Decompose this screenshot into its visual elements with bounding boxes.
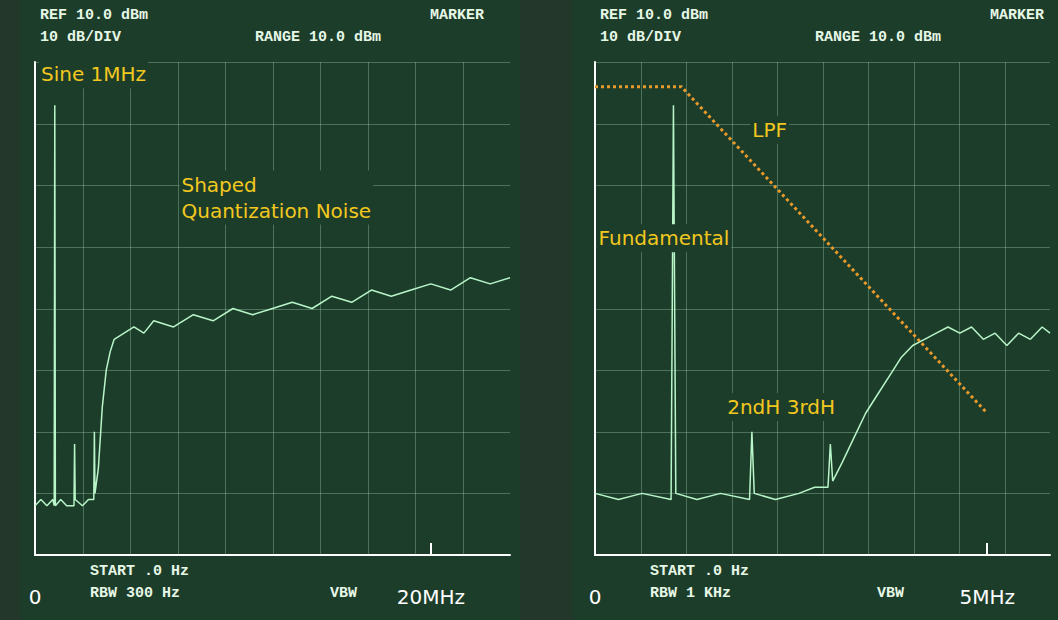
svg-text:RANGE 10.0 dBm: RANGE 10.0 dBm <box>255 29 381 46</box>
svg-text:RANGE 10.0 dBm: RANGE 10.0 dBm <box>815 29 941 46</box>
svg-text:START .0 Hz: START .0 Hz <box>650 563 749 580</box>
svg-text:VBW: VBW <box>877 585 904 602</box>
svg-text:5MHz: 5MHz <box>959 585 1015 609</box>
svg-text:0: 0 <box>589 585 602 609</box>
svg-text:0: 0 <box>29 585 42 609</box>
svg-text:10 dB/DIV: 10 dB/DIV <box>40 29 121 46</box>
svg-text:MARKER: MARKER <box>430 7 484 24</box>
svg-text:Quantization Noise: Quantization Noise <box>181 199 371 223</box>
svg-text:10 dB/DIV: 10 dB/DIV <box>600 29 681 46</box>
svg-text:REF 10.0 dBm: REF 10.0 dBm <box>40 7 148 24</box>
svg-text:RBW 1 KHz: RBW 1 KHz <box>650 585 731 602</box>
svg-text:REF 10.0 dBm: REF 10.0 dBm <box>600 7 708 24</box>
svg-text:RBW 300 Hz: RBW 300 Hz <box>90 585 180 602</box>
svg-text:2ndH 3rdH: 2ndH 3rdH <box>727 395 835 419</box>
svg-text:Shaped: Shaped <box>181 173 256 197</box>
svg-text:Sine 1MHz: Sine 1MHz <box>41 62 146 86</box>
svg-text:LPF: LPF <box>752 118 787 142</box>
svg-text:VBW: VBW <box>330 585 357 602</box>
svg-text:20MHz: 20MHz <box>397 585 465 609</box>
svg-text:START .0 Hz: START .0 Hz <box>90 563 189 580</box>
svg-text:Fundamental: Fundamental <box>599 226 730 250</box>
svg-text:MARKER: MARKER <box>990 7 1044 24</box>
